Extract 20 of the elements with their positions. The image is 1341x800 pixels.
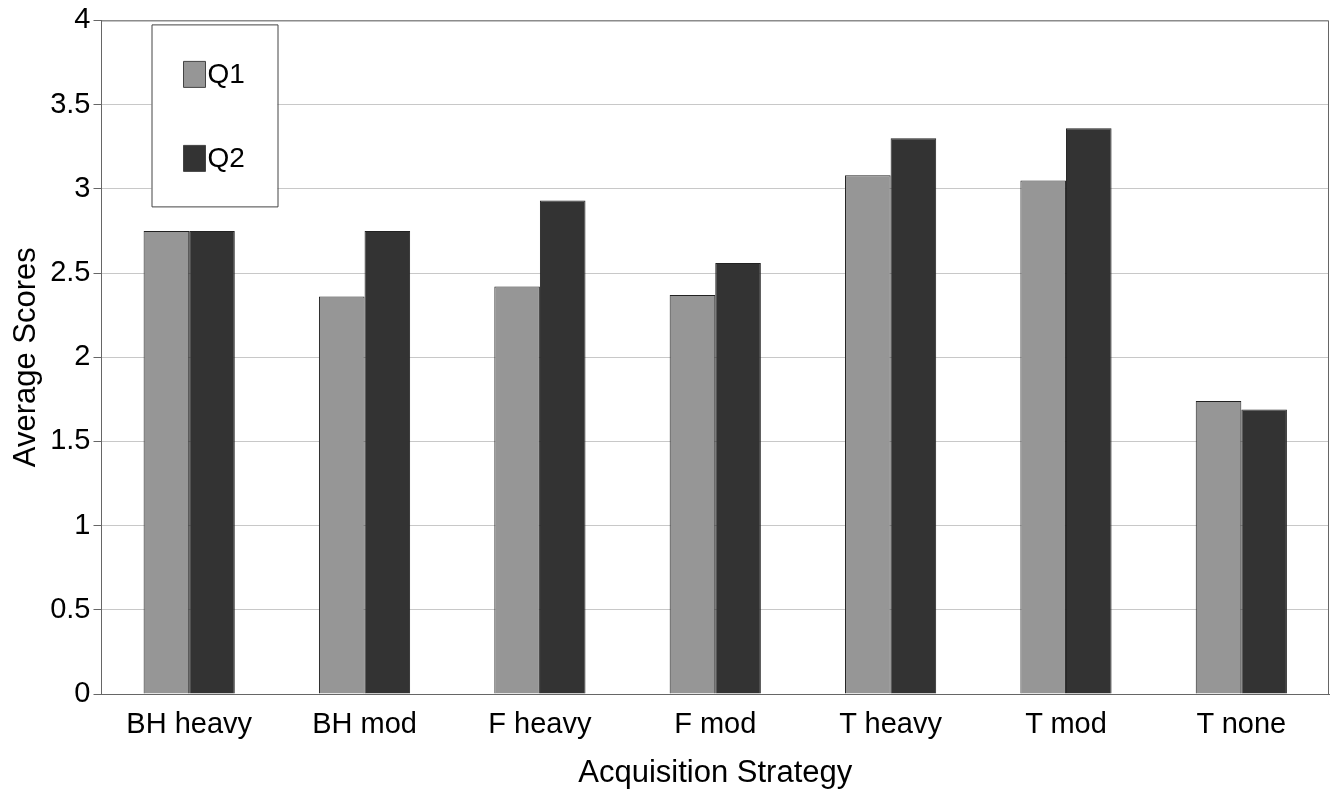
y-axis-title: Average Scores — [7, 247, 43, 468]
x-tick-label: BH mod — [312, 707, 417, 740]
y-tick-label: 1.5 — [50, 423, 91, 456]
y-tick-label: 0 — [74, 676, 91, 708]
x-tick-label: F heavy — [488, 707, 592, 740]
y-tick-label: 1 — [74, 507, 91, 540]
y-tick-label: 3 — [74, 170, 91, 203]
x-tick-label: BH heavy — [126, 707, 253, 740]
y-tick-label: 2 — [74, 339, 91, 372]
x-tick-label: F mod — [674, 707, 757, 740]
legend-label: Q2 — [207, 142, 245, 174]
y-tick-label: 3.5 — [50, 86, 91, 119]
y-tick-label: 0.5 — [50, 591, 91, 624]
y-tick-label: 4 — [74, 2, 91, 35]
y-tick-label: 2.5 — [50, 255, 91, 287]
x-tick-label: T mod — [1025, 707, 1107, 740]
x-tick-label: T none — [1196, 707, 1287, 740]
x-tick-label: T heavy — [839, 707, 943, 740]
x-axis-title: Acquisition Strategy — [578, 753, 853, 789]
legend-label: Q1 — [207, 58, 245, 90]
